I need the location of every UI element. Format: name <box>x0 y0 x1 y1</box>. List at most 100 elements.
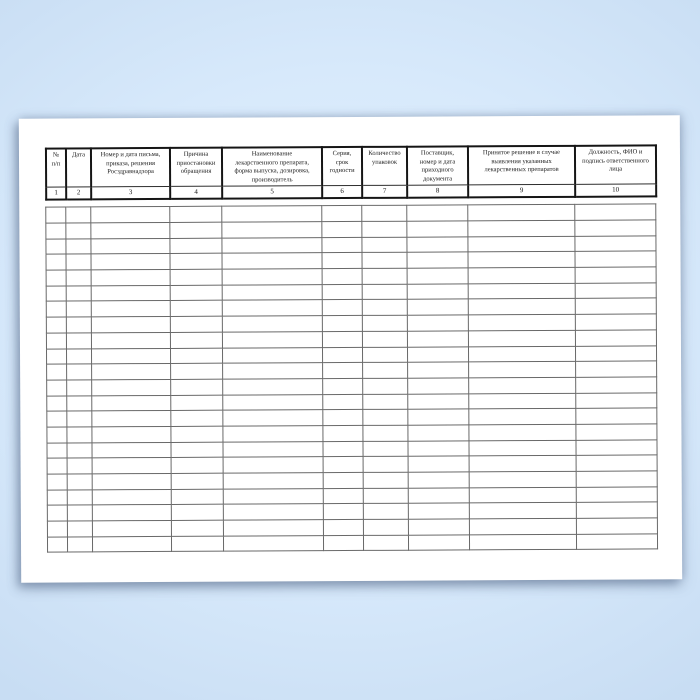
empty-cell <box>67 520 93 537</box>
empty-cell <box>222 268 323 285</box>
empty-cell <box>575 282 657 299</box>
table-body-grid <box>45 204 658 553</box>
column-number-cell-3: 3 <box>91 186 171 200</box>
empty-cell <box>91 442 172 459</box>
empty-cell <box>406 220 468 237</box>
column-number-cell-7: 7 <box>362 185 408 199</box>
empty-cell <box>170 284 223 301</box>
empty-cell <box>91 426 171 443</box>
empty-cell <box>223 519 324 536</box>
empty-cell <box>65 207 91 223</box>
empty-cell <box>362 299 408 316</box>
empty-cell <box>66 411 92 427</box>
empty-cell <box>575 345 657 362</box>
empty-cell <box>322 284 363 301</box>
empty-cell <box>467 220 575 237</box>
empty-cell <box>46 317 67 333</box>
empty-cell <box>91 379 171 396</box>
empty-cell <box>575 314 657 331</box>
empty-cell <box>222 331 323 348</box>
empty-cell <box>47 521 68 537</box>
empty-cell <box>221 253 323 270</box>
empty-cell <box>45 238 67 255</box>
empty-cell <box>574 251 657 268</box>
empty-cell <box>407 393 469 410</box>
empty-cell <box>362 425 408 442</box>
empty-cell <box>66 285 92 302</box>
empty-cell <box>468 283 576 300</box>
empty-cell <box>574 204 656 221</box>
empty-cell <box>169 237 222 254</box>
column-number-cell-4: 4 <box>170 186 223 200</box>
empty-rows <box>45 204 658 553</box>
empty-cell <box>170 363 223 380</box>
empty-cell <box>46 285 67 302</box>
empty-cell <box>363 472 409 489</box>
empty-cell <box>407 424 469 441</box>
empty-cell <box>361 221 407 238</box>
empty-cell <box>575 376 657 393</box>
header-cell-9: Принятое решение в случае выявления указ… <box>467 145 576 186</box>
empty-cell <box>363 503 409 520</box>
empty-cell <box>222 300 323 317</box>
empty-cell <box>91 410 171 427</box>
empty-cell <box>221 221 322 238</box>
empty-cell <box>575 423 657 440</box>
empty-cell <box>65 222 91 239</box>
empty-cell <box>47 505 68 522</box>
empty-cell <box>407 377 469 394</box>
table-header: № п/п Дата Номер и дата письма, приказа, р… <box>45 144 657 201</box>
empty-cell <box>323 503 364 520</box>
column-number-cell-2: 2 <box>66 187 92 200</box>
empty-cell <box>322 331 363 348</box>
empty-cell <box>363 487 409 504</box>
empty-cell <box>467 204 575 221</box>
empty-cell <box>171 488 224 505</box>
empty-cell <box>171 473 224 490</box>
empty-cell <box>223 535 324 552</box>
empty-cell <box>408 487 470 504</box>
empty-cell <box>468 424 576 441</box>
empty-cell <box>363 519 409 536</box>
empty-cell <box>576 533 658 550</box>
empty-cell <box>407 267 469 284</box>
empty-cell <box>467 236 575 253</box>
empty-cell <box>322 441 364 457</box>
empty-cell <box>575 392 657 409</box>
column-number-cell-1: 1 <box>46 187 67 200</box>
header-number-row: 1 2 3 4 5 6 7 8 9 10 <box>46 184 657 200</box>
empty-cell <box>170 426 223 443</box>
empty-cell <box>223 488 324 505</box>
empty-cell <box>362 315 408 332</box>
empty-cell <box>362 393 408 410</box>
empty-cell <box>322 315 363 332</box>
empty-cell <box>171 504 224 521</box>
empty-cell <box>46 348 67 365</box>
empty-cell <box>66 348 92 365</box>
empty-cell <box>46 254 67 271</box>
column-number-cell-6: 6 <box>322 185 363 199</box>
empty-cell <box>66 301 92 318</box>
empty-cell <box>46 442 68 459</box>
empty-cell <box>575 408 657 425</box>
header-cell-5: Наименование лекарственного препарата, ф… <box>221 147 323 187</box>
empty-cell <box>45 207 66 224</box>
empty-cell <box>323 472 364 489</box>
empty-cell <box>66 316 92 333</box>
header-cell-8: Поставщик, номер и дата приходного докум… <box>406 146 469 186</box>
empty-cell <box>362 409 408 426</box>
empty-cell <box>322 362 363 379</box>
empty-cell <box>66 426 92 443</box>
empty-cell <box>171 535 224 552</box>
header-cell-7: Количество упаковок <box>361 146 408 186</box>
empty-cell <box>361 205 407 222</box>
empty-cell <box>323 488 364 505</box>
empty-cell <box>66 269 92 286</box>
empty-cell <box>575 361 657 378</box>
suspended-drugs-register-table: № п/п Дата Номер и дата письма, приказа, р… <box>45 144 658 553</box>
empty-cell <box>321 237 362 254</box>
column-number-cell-8: 8 <box>407 185 469 199</box>
empty-cell <box>222 441 324 458</box>
empty-cell <box>67 536 93 553</box>
empty-cell <box>322 393 363 410</box>
